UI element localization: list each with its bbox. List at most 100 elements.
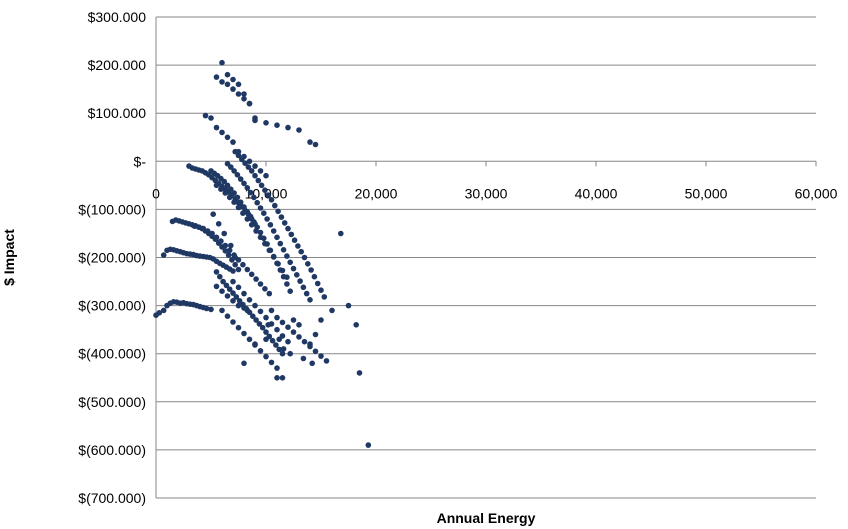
y-axis-tick-labels: $300.000 $200.000 $100.000 $- $(100.000) $(20… [78,9,146,506]
data-point [266,290,273,297]
data-point [255,177,262,184]
data-point [285,338,291,345]
data-point [257,229,264,236]
data-point [263,336,269,343]
x-tick-label: 50,000 [685,185,728,201]
data-point [213,234,220,241]
data-point [219,288,225,295]
data-point [247,189,254,196]
data-point [296,127,302,133]
data-point [223,282,230,289]
data-point [252,163,258,169]
data-point [318,353,324,359]
y-tick-label: $100.000 [88,105,147,121]
data-point [312,331,319,338]
data-point [312,348,319,355]
data-point [309,360,316,367]
data-point [257,168,264,174]
data-point [263,172,269,179]
data-point [213,74,220,80]
data-point [365,442,372,448]
data-point [208,115,214,121]
data-point [266,247,273,254]
data-point [288,231,295,238]
x-tick-label: 20,000 [355,185,398,201]
data-point [263,120,269,126]
data-point [222,190,229,196]
data-point [267,222,274,228]
data-point [257,234,264,241]
data-point [257,281,264,287]
data-point [213,283,220,290]
data-point [274,365,280,371]
data-point [246,297,253,303]
data-point [262,286,268,292]
data-point [230,76,236,83]
data-point [235,148,242,155]
data-point [235,91,242,97]
data-point [191,223,198,229]
data-point [250,313,256,320]
data-point [237,199,244,205]
data-point [279,350,286,357]
data-point [287,288,294,295]
y-tick-label: $(400.000) [78,346,146,362]
data-point [233,294,240,300]
data-point [230,278,236,285]
data-point [218,238,224,244]
data-point [277,240,284,247]
data-point [224,71,231,78]
data-point [258,182,265,189]
data-point [268,307,275,314]
data-point [281,220,288,226]
data-point [228,164,234,170]
data-point [222,242,229,249]
data-point [230,298,236,304]
data-point [230,290,236,296]
data-point [318,287,324,294]
data-point [248,222,255,228]
data-point [235,81,242,88]
data-point [213,124,220,131]
y-tick-label: $- [134,153,147,169]
data-point [226,247,233,254]
data-point [338,230,344,237]
data-point [300,284,307,291]
data-point [280,247,287,253]
data-point [307,139,313,145]
data-point [200,225,207,232]
data-point [202,112,209,119]
y-tick-label: $(300.000) [78,298,146,314]
data-point [244,266,251,273]
x-axis-title: Annual Energy [437,510,536,526]
data-point [280,346,287,352]
data-points [153,59,372,448]
data-point [219,59,225,66]
y-tick-label: $(500.000) [78,394,146,410]
data-point [215,221,222,227]
data-point [285,324,291,331]
data-point [228,242,234,249]
gridlines [155,16,817,499]
data-point [284,274,290,281]
data-point [253,317,259,323]
data-point [241,204,247,210]
data-point [246,100,253,107]
data-point [262,240,268,247]
data-point [219,129,225,136]
data-point [274,122,280,128]
data-point [217,273,223,280]
data-point [262,187,268,193]
x-tick-label: 0 [152,185,160,201]
data-point [235,266,242,273]
data-point [241,153,247,160]
data-point [230,86,236,92]
y-axis-title: $ Impact [1,229,17,286]
data-point [257,205,264,211]
data-point [231,168,237,174]
data-point [231,199,237,205]
data-point [235,284,242,291]
data-point [222,248,229,254]
data-point [213,269,220,275]
data-point [254,199,260,206]
